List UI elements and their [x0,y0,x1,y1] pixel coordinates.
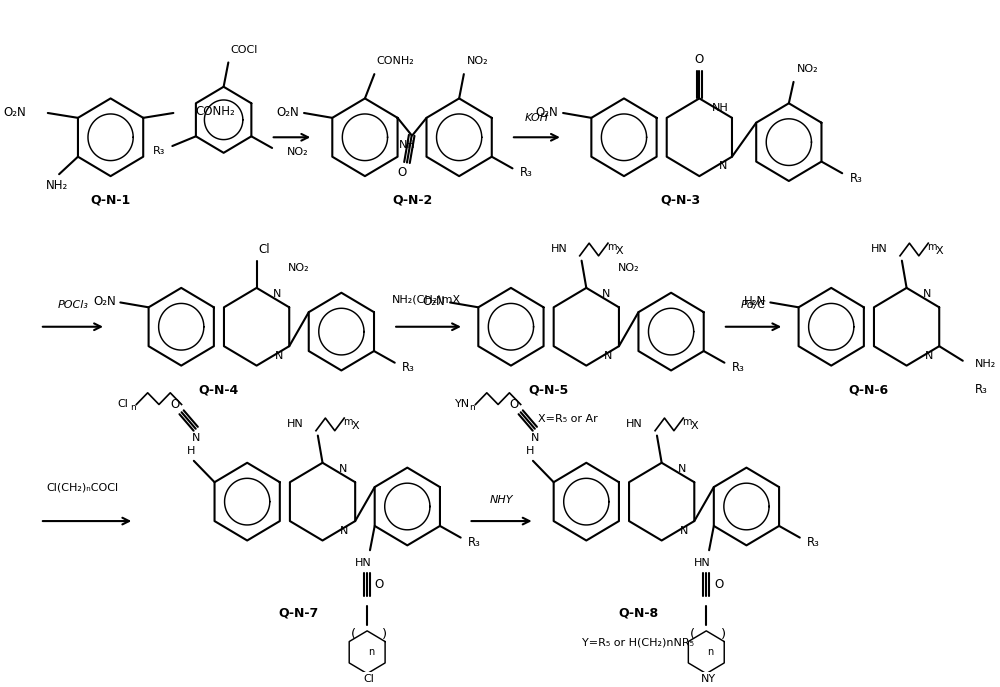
Text: O₂N: O₂N [3,106,26,119]
Text: HN: HN [694,558,711,568]
Text: N: N [678,464,686,473]
Text: n: n [707,647,713,657]
Text: m: m [343,417,353,427]
Text: R₃: R₃ [402,361,415,374]
Text: HN: HN [551,244,567,254]
Text: m: m [607,242,616,252]
Text: CONH₂: CONH₂ [195,104,235,117]
Text: Q-N-4: Q-N-4 [199,383,239,396]
Text: NH₂(CH₂)mX: NH₂(CH₂)mX [392,295,461,304]
Text: Y=R₅ or H(CH₂)nNR₅: Y=R₅ or H(CH₂)nNR₅ [582,638,694,648]
Text: m: m [927,242,937,252]
Text: COCl: COCl [230,45,258,55]
Text: Pd/C: Pd/C [741,300,766,311]
Text: Q-N-7: Q-N-7 [279,607,319,620]
Text: O: O [170,398,180,411]
Text: X: X [936,246,943,256]
Text: NO₂: NO₂ [287,147,309,157]
Text: O: O [375,578,384,591]
Text: N: N [531,433,539,444]
Text: R₃: R₃ [520,166,533,179]
Text: O: O [714,578,723,591]
Text: N: N [679,526,688,536]
Text: Cl: Cl [258,243,270,256]
Text: O: O [695,53,704,66]
Text: X: X [691,421,698,431]
Text: YN: YN [455,399,470,409]
Text: R₃: R₃ [153,146,166,156]
Text: n: n [368,647,374,657]
Text: HN: HN [355,558,372,568]
Text: Q-N-1: Q-N-1 [90,194,131,207]
Text: NH: NH [399,140,416,150]
Text: POCl₃: POCl₃ [57,300,88,311]
Text: ): ) [721,628,726,641]
Text: N: N [924,351,933,361]
Text: N: N [272,289,281,299]
Text: (: ( [690,628,695,641]
Text: (: ( [350,628,356,641]
Text: n: n [130,403,135,412]
Text: Cl: Cl [118,399,129,409]
Text: N: N [602,289,611,299]
Text: O₂N: O₂N [423,295,445,308]
Text: NY: NY [701,675,716,684]
Text: O₂N: O₂N [93,295,116,308]
Text: R₃: R₃ [850,172,863,185]
Text: X: X [615,246,623,256]
Text: HN: HN [287,419,304,429]
Text: N: N [922,289,931,299]
Text: Q-N-2: Q-N-2 [392,194,432,207]
Text: Cl: Cl [364,675,374,684]
Text: NH₂: NH₂ [46,179,68,192]
Text: NO₂: NO₂ [467,56,488,67]
Text: N: N [604,351,612,361]
Text: Q-N-8: Q-N-8 [618,607,658,620]
Text: N: N [340,526,349,536]
Text: R₃: R₃ [468,536,481,549]
Text: KOH: KOH [525,113,549,123]
Text: m: m [682,417,692,427]
Text: R₃: R₃ [975,383,988,396]
Text: NH: NH [712,103,729,113]
Text: ): ) [382,628,387,641]
Text: Q-N-6: Q-N-6 [849,383,889,396]
Text: Q-N-5: Q-N-5 [529,383,569,396]
Text: N: N [338,464,347,473]
Text: Cl(CH₂)ₙCOCl: Cl(CH₂)ₙCOCl [46,482,118,492]
Text: NH₂: NH₂ [975,359,996,369]
Text: H: H [187,446,195,456]
Text: H: H [526,446,534,456]
Text: CONH₂: CONH₂ [376,56,414,67]
Text: n: n [469,403,475,412]
Text: N: N [719,161,727,172]
Text: X=R₅ or Ar: X=R₅ or Ar [538,414,597,424]
Text: O: O [398,166,407,179]
Text: R₃: R₃ [807,536,820,549]
Text: HN: HN [871,244,888,254]
Text: NO₂: NO₂ [618,263,640,273]
Text: NO₂: NO₂ [288,263,310,273]
Text: NHY: NHY [490,495,513,505]
Text: O₂N: O₂N [277,106,299,119]
Text: N: N [274,351,283,361]
Text: H₂N: H₂N [743,295,766,308]
Text: O₂N: O₂N [536,106,558,119]
Text: O: O [509,398,519,411]
Text: R₃: R₃ [732,361,745,374]
Text: X: X [352,421,359,431]
Text: NO₂: NO₂ [796,65,818,74]
Text: N: N [192,433,200,444]
Text: HN: HN [626,419,643,429]
Text: Q-N-3: Q-N-3 [660,194,701,207]
